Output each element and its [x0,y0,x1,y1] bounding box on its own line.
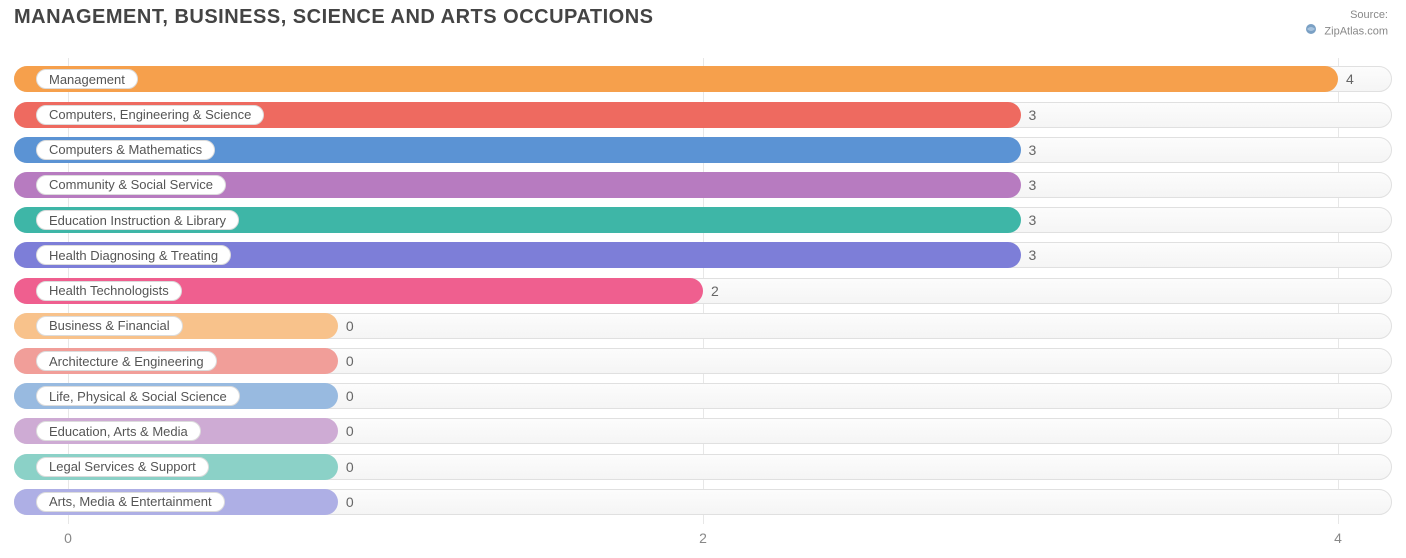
bar-row: Computers, Engineering & Science 3 [14,102,1392,128]
chart-header: MANAGEMENT, BUSINESS, SCIENCE AND ARTS O… [0,0,1406,44]
bar-value-label: 0 [338,348,354,374]
category-pill: Health Diagnosing & Treating [36,245,231,265]
bar-row: Legal Services & Support 0 [14,454,1392,480]
bar-value-label: 0 [338,383,354,409]
category-pill: Computers, Engineering & Science [36,105,264,125]
source-attribution: Source: ZipAtlas.com [1305,6,1388,40]
category-pill: Computers & Mathematics [36,140,215,160]
bar-row: Management 4 [14,66,1392,92]
x-tick-label: 0 [64,530,72,546]
source-name: ZipAtlas.com [1324,25,1388,37]
bar-value-label: 3 [1021,102,1037,128]
bar-value-label: 0 [338,418,354,444]
bar-value-label: 3 [1021,207,1037,233]
bar-series-container: Management 4 Computers, Engineering & Scie… [14,58,1392,524]
chart-plot-area: Management 4 Computers, Engineering & Scie… [14,58,1392,524]
x-tick-label: 4 [1334,530,1342,546]
bar-value-label: 3 [1021,137,1037,163]
bar-value-label: 3 [1021,172,1037,198]
category-pill: Arts, Media & Entertainment [36,492,225,512]
bar-row: Education Instruction & Library 3 [14,207,1392,233]
category-pill: Community & Social Service [36,175,226,195]
bar-row: Business & Financial 0 [14,313,1392,339]
category-pill: Legal Services & Support [36,457,209,477]
bar-value-label: 3 [1021,242,1037,268]
bar-fill [14,66,1338,92]
category-pill: Education, Arts & Media [36,421,201,441]
bar-row: Health Technologists 2 [14,278,1392,304]
bar-row: Life, Physical & Social Science 0 [14,383,1392,409]
bar-value-label: 0 [338,313,354,339]
category-pill: Architecture & Engineering [36,351,217,371]
bar-row: Health Diagnosing & Treating 3 [14,242,1392,268]
bar-row: Computers & Mathematics 3 [14,137,1392,163]
bar-row: Community & Social Service 3 [14,172,1392,198]
bar-value-label: 2 [703,278,719,304]
category-pill: Health Technologists [36,281,182,301]
chart-title: MANAGEMENT, BUSINESS, SCIENCE AND ARTS O… [14,6,653,29]
x-tick-label: 2 [699,530,707,546]
category-pill: Life, Physical & Social Science [36,386,240,406]
x-axis: 0 2 4 [14,526,1392,546]
category-pill: Business & Financial [36,316,183,336]
bar-row: Architecture & Engineering 0 [14,348,1392,374]
source-logo-icon [1305,23,1317,40]
bar-value-label: 0 [338,454,354,480]
bar-row: Education, Arts & Media 0 [14,418,1392,444]
category-pill: Education Instruction & Library [36,210,239,230]
source-label: Source: [1350,9,1388,21]
bar-value-label: 4 [1338,66,1354,92]
bar-value-label: 0 [338,489,354,515]
category-pill: Management [36,69,138,89]
bar-row: Arts, Media & Entertainment 0 [14,489,1392,515]
